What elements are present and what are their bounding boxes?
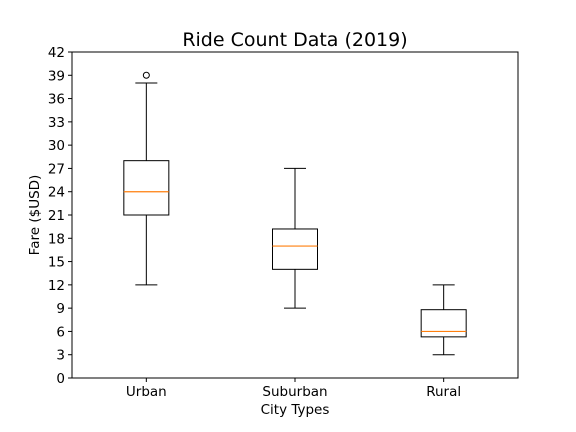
- y-tick-label: 33: [48, 115, 65, 131]
- y-tick-label: 12: [48, 278, 65, 294]
- y-tick-label: 24: [48, 185, 65, 201]
- y-tick-label: 0: [56, 371, 65, 387]
- x-tick-label: Suburban: [262, 384, 327, 400]
- urban-box: [123, 160, 170, 216]
- y-tick-label: 15: [48, 255, 65, 271]
- suburban-box: [272, 228, 318, 270]
- y-tick-label: 3: [56, 348, 65, 364]
- x-axis-label: City Types: [261, 402, 330, 418]
- y-tick-label: 18: [48, 231, 65, 247]
- y-tick-label: 39: [48, 68, 65, 84]
- y-tick-label: 36: [48, 92, 65, 108]
- plot-frame: [71, 51, 519, 379]
- y-tick-label: 42: [48, 45, 65, 61]
- x-tick-label: Urban: [126, 384, 167, 400]
- y-tick-label: 9: [56, 301, 65, 317]
- y-axis-label: Fare ($USD): [27, 175, 43, 256]
- x-tick-label: Rural: [426, 384, 461, 400]
- y-tick-label: 21: [48, 208, 65, 224]
- rural-box: [420, 309, 467, 338]
- urban-flier: [142, 71, 150, 79]
- y-tick-label: 27: [48, 161, 65, 177]
- y-tick-label: 6: [56, 324, 65, 340]
- y-tick-label: 30: [48, 138, 65, 154]
- chart-title: Ride Count Data (2019): [182, 29, 407, 51]
